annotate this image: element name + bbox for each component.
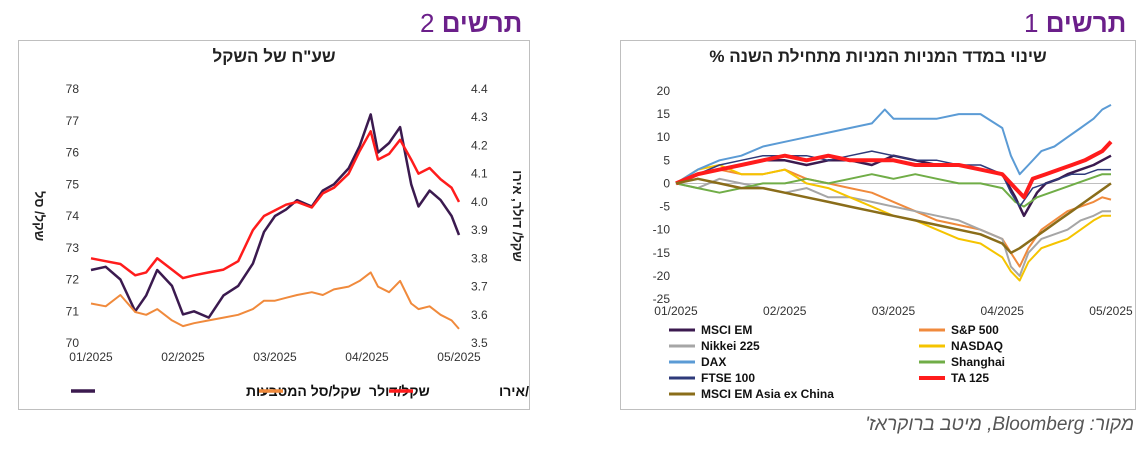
left-y-axis-label: שקל/ סל	[32, 191, 47, 241]
x-tick-label: 03/2025	[253, 350, 297, 364]
right-y-tick-label: 4.3	[471, 110, 488, 124]
x-tick-label: 01/2025	[654, 304, 698, 318]
right-y-axis-label: שקל/ דולר, אירו	[510, 170, 525, 261]
x-tick-label: 05/2025	[1089, 304, 1133, 318]
right-y-tick-label: 3.7	[471, 280, 488, 294]
figure-2-number: 2	[420, 8, 435, 38]
right-y-tick-label: 4.0	[471, 195, 488, 209]
series-line-שקל-דולר	[90, 271, 460, 330]
series-line-ftse-100	[675, 150, 1111, 208]
left-y-tick-label: 70	[66, 336, 80, 350]
figure-1-label: תרשים 1	[1024, 8, 1126, 39]
indices-chart-title: שינוי במדד המניות המניות מתחילת השנה %	[709, 47, 1047, 66]
left-y-tick-label: 75	[66, 177, 80, 191]
legend-label-dax: DAX	[701, 355, 726, 369]
left-y-tick-label: 77	[66, 114, 80, 128]
legend-label-msci-em: MSCI EM	[701, 323, 752, 337]
legend-label-2: שקל/אירו	[499, 383, 529, 399]
shekel-chart-panel: שע"ח של השקל 78 77 76 75 74 73 72 71 70 4.4 4.3 4.2…	[18, 40, 530, 410]
left-y-tick-label: 73	[66, 241, 80, 255]
source-note: מקור: Bloomberg, מיטב ברוקראז'	[865, 414, 1134, 435]
x-tick-label: 05/2025	[437, 350, 481, 364]
indices-chart-panel: שינוי במדד המניות המניות מתחילת השנה % 2…	[620, 40, 1136, 410]
x-tick-label: 03/2025	[872, 304, 916, 318]
right-y-tick-label: 3.5	[471, 336, 488, 350]
y-tick-label: 5	[663, 153, 670, 167]
series-line-msci-em-asia-ex-china	[675, 177, 1112, 255]
right-y-tick-label: 4.1	[471, 167, 488, 181]
series-line-ta-125	[675, 140, 1113, 200]
y-tick-label: 10	[657, 130, 671, 144]
y-tick-label: -10	[653, 223, 671, 237]
legend-label-nasdaq: NASDAQ	[951, 339, 1003, 353]
left-y-tick-label: 71	[66, 304, 80, 318]
x-tick-label: 02/2025	[763, 304, 807, 318]
left-y-tick-label: 72	[66, 273, 80, 287]
y-tick-label: -25	[653, 292, 671, 306]
y-tick-label: -5	[659, 200, 670, 214]
left-y-tick-label: 76	[66, 146, 80, 160]
legend-label-s-p-500: S&P 500	[951, 323, 999, 337]
figure-2-label: תרשים 2	[420, 8, 522, 39]
right-y-tick-label: 3.9	[471, 223, 488, 237]
left-y-tick-label: 74	[66, 209, 80, 223]
legend-label-nikkei-225: Nikkei 225	[701, 339, 760, 353]
series-line-shanghai	[675, 173, 1111, 208]
shekel-chart-title: שע"ח של השקל	[212, 47, 336, 66]
y-tick-label: -20	[653, 269, 671, 283]
y-tick-label: 0	[663, 176, 670, 190]
right-y-tick-label: 3.6	[471, 308, 488, 322]
right-y-tick-label: 4.4	[471, 82, 488, 96]
x-tick-label: 02/2025	[161, 350, 205, 364]
x-tick-label: 04/2025	[981, 304, 1025, 318]
y-tick-label: -15	[653, 246, 671, 260]
legend-label-ftse-100: FTSE 100	[701, 371, 755, 385]
x-tick-label: 01/2025	[69, 350, 113, 364]
y-tick-label: 20	[657, 84, 671, 98]
y-tick-label: 15	[657, 107, 671, 121]
figure-1-number: 1	[1024, 8, 1039, 38]
series-line-dax	[675, 104, 1112, 185]
legend-label-ta-125: TA 125	[951, 371, 989, 385]
legend-label-0: שקל/סל המטבעות	[246, 383, 361, 399]
series-line-שקל-סל-המטבעות	[90, 113, 461, 319]
right-y-tick-label: 4.2	[471, 138, 488, 152]
figure-1-prefix: תרשים	[1045, 8, 1127, 38]
shekel-chart: 78 77 76 75 74 73 72 71 70 4.4 4.3 4.2 4.1 4.0 3.9 3.8 3…	[32, 82, 529, 399]
figure-2-prefix: תרשים	[441, 8, 523, 38]
x-tick-label: 04/2025	[345, 350, 389, 364]
left-y-tick-label: 78	[66, 82, 80, 96]
series-line-שקל-אירו	[90, 130, 461, 280]
legend-label-msci-em-asia-ex-china: MSCI EM Asia ex China	[701, 387, 834, 401]
right-y-tick-label: 3.8	[471, 251, 488, 265]
series-line-nasdaq	[675, 164, 1111, 282]
legend-label-shanghai: Shanghai	[951, 355, 1005, 369]
